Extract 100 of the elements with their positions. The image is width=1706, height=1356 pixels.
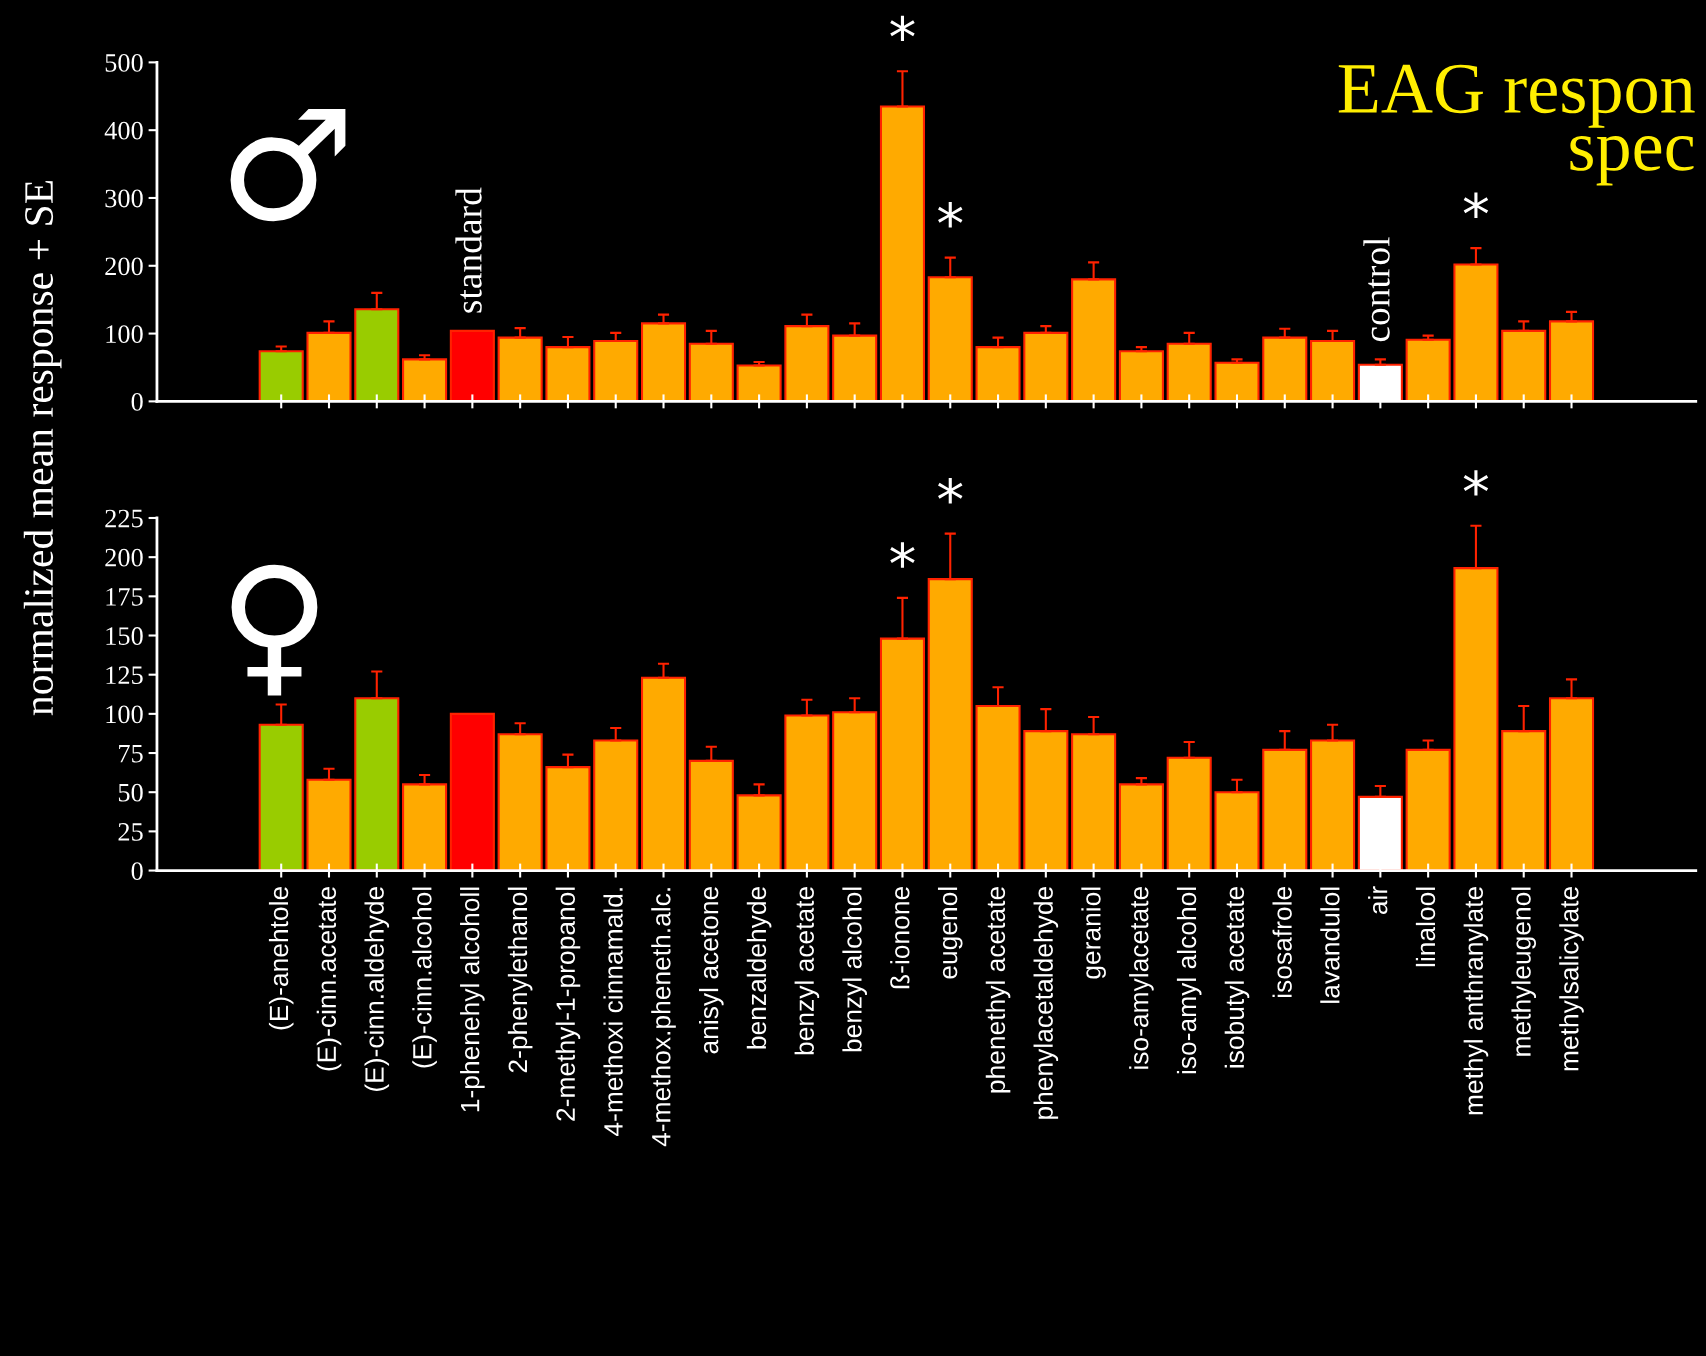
text: spec bbox=[1570, 136, 1694, 186]
y-tick-label: 300 bbox=[105, 189, 143, 208]
annotation: ♂ bbox=[230, 109, 346, 222]
bar bbox=[306, 331, 352, 402]
bar bbox=[640, 322, 687, 402]
y-tick-label: 200 bbox=[105, 257, 143, 276]
annotation: * bbox=[1463, 192, 1489, 218]
bar bbox=[1548, 697, 1595, 871]
y-tick-label: 0 bbox=[131, 862, 143, 880]
bar bbox=[1262, 336, 1308, 402]
bar bbox=[879, 637, 926, 871]
annotation: * bbox=[890, 15, 915, 41]
x-tick-label: (E)-cinn.acetate bbox=[316, 886, 342, 1071]
annotation: ♀ bbox=[231, 564, 318, 696]
bar bbox=[1310, 739, 1356, 871]
bar bbox=[1118, 350, 1164, 402]
x-tick-label: methyl anthranylate bbox=[1463, 886, 1489, 1115]
bar bbox=[879, 105, 926, 402]
y-tick-label: 100 bbox=[106, 705, 143, 724]
annotation: * bbox=[938, 202, 963, 228]
bar bbox=[1501, 730, 1547, 871]
annotation: standard bbox=[455, 187, 482, 313]
x-tick-label: linalool bbox=[1415, 887, 1436, 967]
bar bbox=[593, 339, 639, 402]
bar bbox=[1214, 791, 1260, 871]
bar bbox=[258, 350, 304, 402]
x-tick-label: phenethyl acetate bbox=[985, 886, 1011, 1093]
x-tick-label: phenylacetaldehyde bbox=[1033, 886, 1059, 1119]
bar bbox=[736, 794, 782, 871]
bar bbox=[449, 712, 495, 871]
x-tick-label: (E)-cinn.aldehyde bbox=[364, 886, 390, 1091]
y-tick-label: 500 bbox=[105, 53, 143, 72]
bar bbox=[1310, 339, 1356, 402]
x-tick-label: (E)-anehtole bbox=[268, 886, 294, 1030]
bar bbox=[545, 766, 591, 871]
x-tick-label: lavandulol bbox=[1320, 887, 1340, 1003]
bar bbox=[545, 346, 591, 402]
x-tick-label: benzyl acetate bbox=[794, 886, 820, 1055]
bar bbox=[593, 739, 639, 871]
bar bbox=[1166, 756, 1212, 871]
bar bbox=[927, 276, 973, 402]
x-tick-label: anisyl acetone bbox=[699, 886, 724, 1054]
bar bbox=[1405, 338, 1451, 402]
x-tick-label: ß-ionone bbox=[890, 886, 910, 989]
bar bbox=[306, 778, 352, 871]
y-tick-label: 75 bbox=[119, 744, 143, 763]
y-tick-label: 400 bbox=[104, 121, 143, 140]
x-tick-label: 1-phenehyl alcoholl bbox=[460, 887, 485, 1112]
bar bbox=[1214, 361, 1260, 402]
annotation: * bbox=[938, 478, 963, 504]
x-tick-label: (E)-cinn.alcohol bbox=[412, 887, 437, 1068]
x-tick-label: iso-amyl alcohol bbox=[1176, 887, 1202, 1074]
x-tick-label: 4-methox.pheneth.alc. bbox=[651, 888, 676, 1147]
y-tick-label: 100 bbox=[106, 325, 143, 343]
bar bbox=[1501, 329, 1547, 402]
x-tick-label: benzaldehyde bbox=[746, 886, 772, 1049]
bar bbox=[975, 704, 1021, 871]
bar bbox=[784, 714, 830, 871]
x-tick-label: methylsalicylate bbox=[1559, 886, 1584, 1071]
bar bbox=[1023, 730, 1069, 871]
bar bbox=[1453, 567, 1499, 871]
bar bbox=[1118, 783, 1164, 871]
x-tick-label: 2-methyl-1-propanol bbox=[555, 887, 581, 1121]
bar bbox=[927, 578, 973, 871]
y-tick-label: 50 bbox=[118, 783, 143, 802]
bar bbox=[402, 358, 448, 402]
x-tick-label: isobutyl acetate bbox=[1224, 886, 1250, 1068]
bar bbox=[975, 346, 1021, 402]
annotation: * bbox=[1463, 470, 1489, 496]
bar bbox=[258, 723, 304, 871]
bar bbox=[640, 676, 687, 871]
bar bbox=[688, 759, 734, 871]
bar bbox=[497, 336, 543, 402]
chart-title: EAG respon bbox=[1338, 64, 1695, 128]
bar bbox=[832, 711, 878, 871]
bar bbox=[1453, 263, 1499, 402]
y-tick-label: 125 bbox=[106, 666, 143, 685]
bar bbox=[1071, 278, 1117, 402]
bar bbox=[688, 342, 734, 402]
x-tick-label: eugenol bbox=[937, 887, 963, 979]
y-tick-label: 200 bbox=[105, 548, 143, 567]
y-axis-title: normalized mean response + SE bbox=[23, 180, 62, 716]
bar bbox=[1548, 320, 1595, 402]
bar bbox=[449, 329, 495, 402]
x-tick-label: methyleugenol bbox=[1511, 887, 1537, 1056]
bar bbox=[1405, 748, 1451, 871]
bar bbox=[402, 783, 448, 871]
bar bbox=[1166, 342, 1212, 402]
y-tick-label: 225 bbox=[105, 509, 143, 528]
bar bbox=[354, 697, 400, 871]
y-tick-label: 0 bbox=[131, 392, 143, 411]
annotation: control bbox=[1363, 237, 1390, 342]
bar bbox=[1071, 733, 1117, 871]
x-tick-label: 4-methoxi cinnamald. bbox=[603, 888, 623, 1137]
x-tick-label: benzyl alcohol bbox=[842, 887, 867, 1052]
bar bbox=[784, 325, 830, 402]
y-tick-label: 175 bbox=[106, 588, 143, 606]
x-tick-label: isosafrole bbox=[1272, 887, 1292, 997]
bar bbox=[497, 733, 543, 871]
y-tick-label: 150 bbox=[106, 627, 143, 645]
